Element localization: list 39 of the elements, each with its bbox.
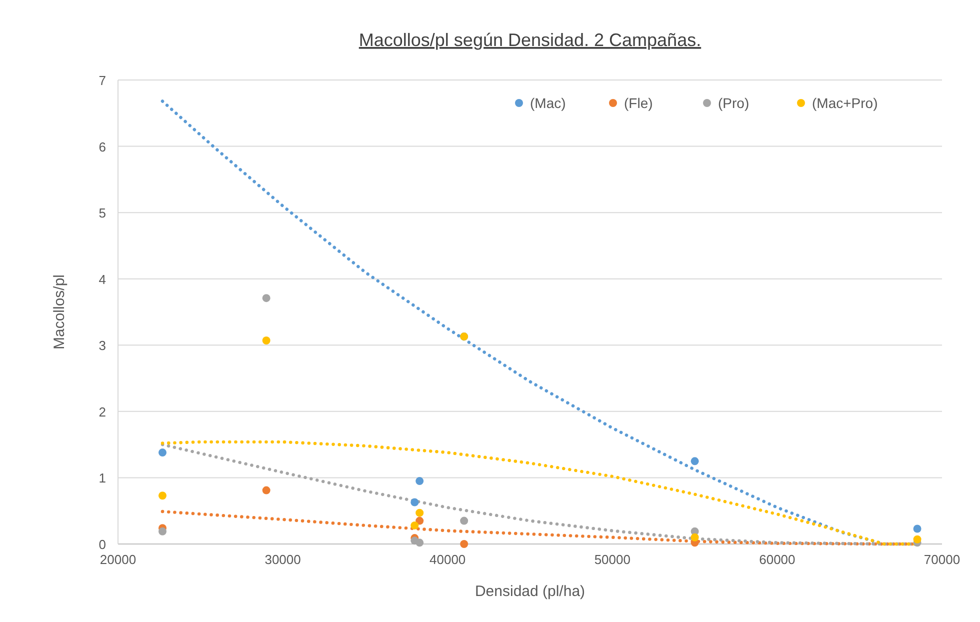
x-tick-label: 40000 [430,552,466,567]
y-tick-label: 4 [98,272,106,287]
point [416,477,424,486]
y-tick-label: 6 [98,139,106,154]
y-tick-label: 2 [98,404,106,420]
point [416,508,424,517]
x-tick-label: 60000 [759,552,796,567]
y-tick-label: 3 [98,338,106,354]
point [460,516,468,525]
y-tick-label: 0 [98,537,106,552]
legend-label: (Mac+Pro) [812,95,878,111]
legend-label: (Fle) [624,95,653,111]
legend-label: (Pro) [718,95,750,111]
x-tick-label: 20000 [100,552,136,567]
x-tick-label: 50000 [594,552,630,567]
y-tick-label: 5 [98,206,106,221]
chart-title: Macollos/pl según Densidad. 2 Campañas. [358,30,702,50]
x-axis-title: Densidad (pl/ha) [474,583,586,600]
point [158,492,166,500]
point [158,527,166,536]
point [913,535,922,544]
point [158,448,166,457]
y-axis-title: Macollos/pl [51,274,68,350]
point [262,486,270,494]
x-tick-label: 70000 [924,552,960,567]
point [410,498,419,506]
x-tick-label: 30000 [264,552,301,567]
point [262,336,270,345]
point [416,516,424,525]
point [690,533,699,542]
point [690,457,699,466]
legend-label: (Mac) [530,95,566,111]
point [416,538,424,547]
point [410,521,419,530]
point [913,524,922,533]
point [262,294,270,302]
point [460,540,468,548]
y-tick-label: 7 [98,73,106,88]
y-tick-label: 1 [98,470,106,486]
